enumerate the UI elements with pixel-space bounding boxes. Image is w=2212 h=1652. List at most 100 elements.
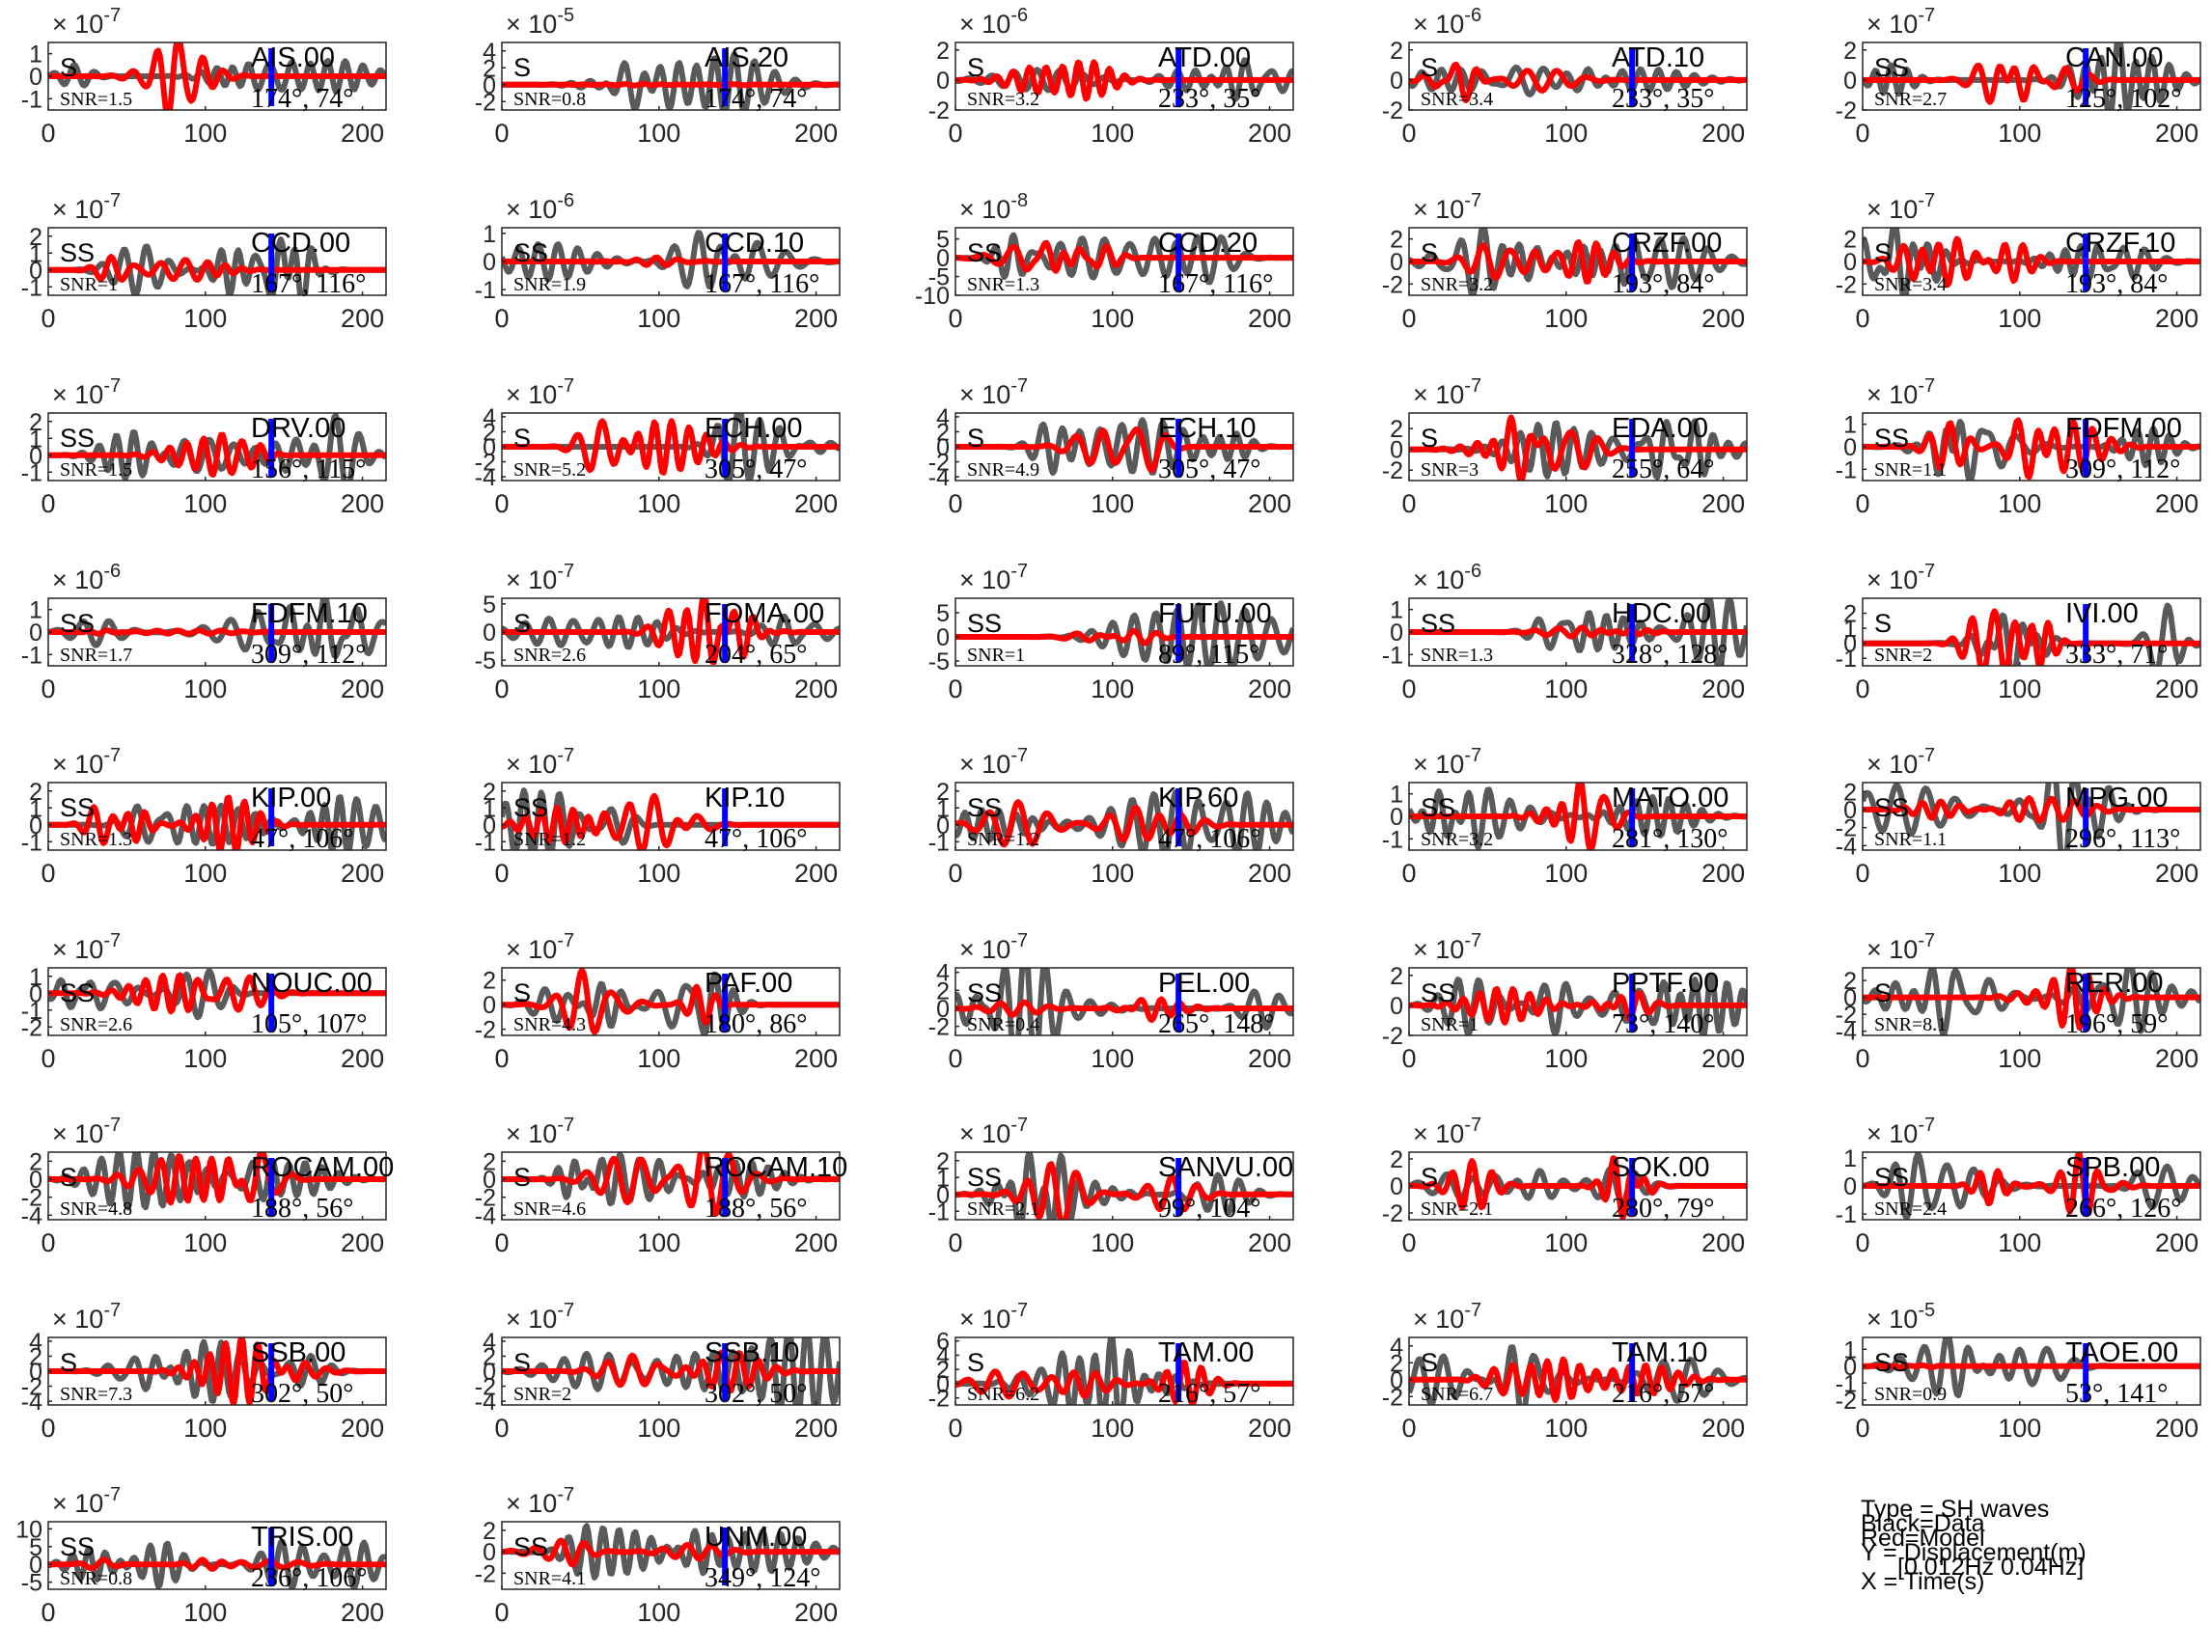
y-exponent-label: × 10-6 (1413, 5, 1481, 39)
x-tick-label: 0 (948, 859, 962, 888)
x-tick-label: 200 (2155, 1228, 2198, 1257)
snr-label: SNR=2.4 (1874, 1198, 1947, 1220)
y-tick-label: 2 (29, 779, 42, 806)
model-trace (1409, 783, 1747, 850)
panel-atd-00: 2 0-20 100 200 × 10-6 S ATD.00 SNR=3.2 233°, 35° (928, 5, 1294, 148)
x-tick-label: 100 (1998, 675, 2041, 703)
y-tick-label: 2 (936, 1148, 950, 1175)
x-tick-label: 100 (1998, 1414, 2041, 1443)
y-tick-label: -1 (928, 829, 950, 856)
model-trace (48, 431, 386, 478)
y-tick-label: 0 (29, 620, 42, 647)
angles-label: 280°, 79° (1612, 1194, 1714, 1224)
angles-label: 105°, 107° (251, 1009, 367, 1039)
x-tick-label: 0 (948, 304, 962, 333)
x-tick-label: 0 (948, 1044, 962, 1073)
y-tick-label: 0 (1843, 68, 1857, 95)
axes-box (954, 1336, 1294, 1406)
x-tick-label: 0 (948, 489, 962, 518)
x-tick-label: 200 (1248, 304, 1291, 333)
x-tick-label: 100 (1998, 119, 2041, 148)
y-tick-label: -4 (21, 1202, 42, 1229)
model-trace (955, 239, 1293, 274)
x-tick-label: 100 (1091, 489, 1134, 518)
y-tick-label: -1 (21, 274, 42, 301)
y-tick-label: -1 (21, 86, 42, 113)
axes-box (47, 227, 387, 296)
station-label: SOK.00 (1612, 1152, 1710, 1183)
phase-label: S (1421, 53, 1438, 82)
y-exponent-label: × 10-7 (1866, 5, 1935, 39)
model-trace (955, 627, 1293, 647)
x-tick-label: 100 (183, 1044, 227, 1073)
x-tick-label: 0 (494, 489, 509, 518)
y-tick-label: 0 (483, 992, 496, 1019)
x-tick-label: 200 (1701, 1228, 1745, 1257)
model-trace (955, 799, 1293, 848)
x-tick-label: 0 (1401, 1414, 1416, 1443)
y-tick-label: 2 (1390, 1146, 1403, 1173)
station-label: EDA.00 (1612, 413, 1708, 444)
snr-label: SNR=3.2 (1421, 829, 1493, 850)
y-tick-label: -2 (928, 450, 950, 477)
x-tick-label: 0 (41, 859, 55, 888)
y-exponent-label: × 10-7 (1413, 1300, 1481, 1334)
x-tick-label: 0 (948, 119, 962, 148)
y-tick-label: 2 (1390, 38, 1403, 65)
snr-label: SNR=3.4 (1421, 89, 1493, 110)
axes-box (1408, 41, 1748, 111)
phase-label: SS (967, 978, 1002, 1007)
axes-box (954, 782, 1294, 851)
y-exponent-label: × 10-7 (959, 930, 1028, 964)
snr-label: SNR=2 (1874, 645, 1932, 666)
x-tick-label: 200 (2155, 489, 2198, 518)
phase-label: SS (513, 1532, 548, 1561)
station-label: ATD.00 (1158, 42, 1251, 73)
station-label: FDFM.10 (251, 598, 368, 629)
angles-label: 302°, 50° (705, 1379, 807, 1409)
y-tick-label: 1 (29, 964, 42, 991)
phase-label: S (513, 424, 531, 453)
legend-x: X = Time(s) (1861, 1568, 1985, 1595)
snr-label: SNR=1.2 (967, 829, 1039, 850)
x-tick-label: 0 (41, 1228, 55, 1257)
angles-label: 167°, 116° (705, 269, 819, 299)
station-label: CAN.00 (2065, 42, 2164, 73)
angles-label: 255°, 64° (1612, 454, 1714, 484)
axes-box (1862, 1336, 2201, 1406)
phase-label: S (967, 1348, 984, 1377)
y-tick-label: 2 (936, 779, 950, 806)
snr-label: SNR=1.1 (1874, 459, 1947, 481)
y-tick-label: -1 (21, 829, 42, 856)
phase-label: SS (1421, 793, 1455, 822)
snr-label: SNR=2.6 (513, 645, 586, 666)
x-tick-label: 200 (1248, 1414, 1291, 1443)
station-label: ATD.10 (1612, 42, 1704, 73)
x-tick-label: 0 (1855, 489, 1869, 518)
snr-label: SNR=3.2 (1421, 274, 1493, 295)
y-tick-label: 0 (1843, 249, 1857, 276)
y-exponent-label: × 10-7 (506, 561, 574, 594)
snr-label: SNR=0.8 (60, 1568, 132, 1589)
x-tick-label: 0 (948, 1228, 962, 1257)
x-tick-label: 200 (1701, 859, 1745, 888)
snr-label: SNR=1.3 (967, 274, 1039, 295)
y-exponent-label: × 10-6 (1413, 561, 1481, 594)
y-tick-label: 10 (15, 1516, 42, 1543)
station-label: PPTF.00 (1612, 968, 1719, 999)
y-exponent-label: × 10-7 (506, 745, 574, 779)
data-trace (502, 613, 840, 650)
x-tick-label: 200 (341, 1044, 384, 1073)
axes-box (1862, 597, 2201, 667)
y-tick-label: -4 (1836, 1019, 1857, 1046)
y-tick-label: 4 (483, 39, 496, 66)
y-tick-label: 2 (936, 977, 950, 1005)
phase-label: SS (1874, 1163, 1909, 1192)
